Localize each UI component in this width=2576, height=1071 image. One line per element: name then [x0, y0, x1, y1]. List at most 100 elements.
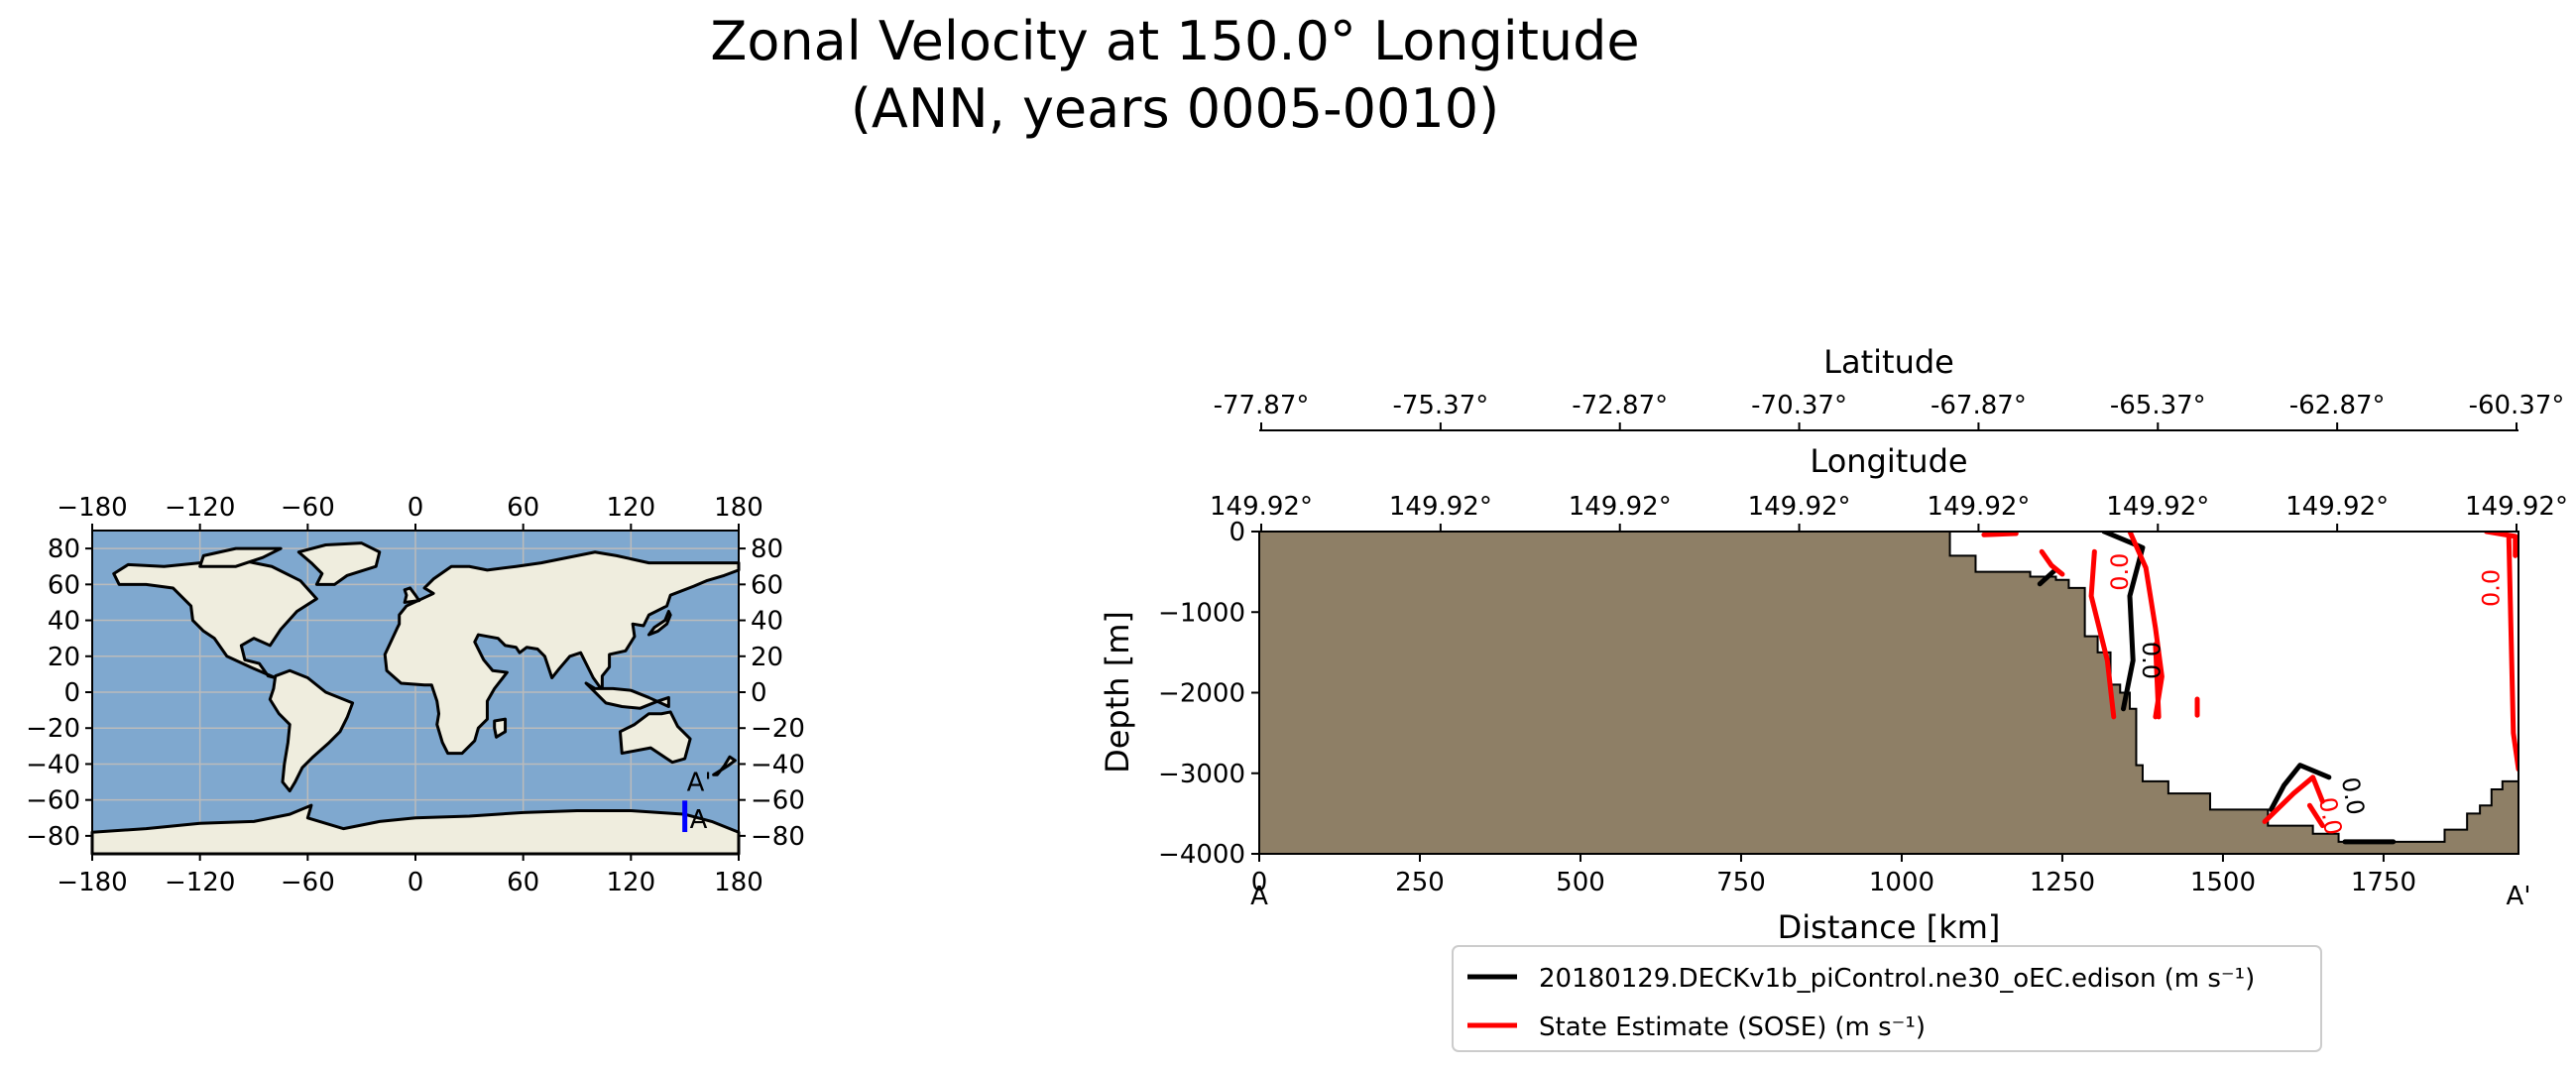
map-xtick-label-bottom: −120: [165, 868, 235, 897]
map-tick-labels: −180 −180 −120 −120 −60 −60 0 0 60 60 120 120 180 180…: [26, 493, 805, 897]
land-british-isles: [403, 586, 421, 604]
contour-model-zero: [2101, 532, 2146, 712]
map-xtick-label-top: −120: [165, 493, 235, 523]
legend-text-model: 20180129.DECKv1b_piControl.ne30_oEC.edis…: [1539, 964, 2157, 994]
map-ytick-label-left: −80: [26, 822, 80, 852]
contour-label: 0.0: [2313, 795, 2347, 837]
y-tick-label: −3000: [1158, 760, 1245, 789]
contour-obs-zero: [2506, 536, 2518, 773]
latitude-tick-label: -67.87°: [1931, 391, 2027, 420]
map-ytick-label-right: 20: [751, 643, 783, 672]
map-ytick-label-left: −20: [26, 714, 80, 744]
map-xtick-label-bottom: 120: [607, 868, 656, 897]
map-ytick-label-left: −60: [26, 786, 80, 816]
land-greenland: [296, 541, 382, 586]
longitude-tick-label: 149.92°: [1927, 492, 2030, 522]
figure-title-line1: Zonal Velocity at 150.0° Longitude: [710, 10, 1639, 72]
contour-model-zero: [2037, 566, 2058, 587]
map-ytick-label-right: −20: [751, 714, 805, 744]
map-ytick-label-right: 0: [751, 678, 767, 708]
map-ytick-label-left: 0: [63, 678, 80, 708]
latitude-tick-label: -75.37°: [1392, 391, 1488, 420]
land-indonesia: [584, 681, 670, 710]
transect-start-label: A: [690, 805, 708, 835]
x-axis-label: Distance [km]: [1778, 908, 2001, 946]
longitude-tick-label: 149.92°: [1389, 492, 1492, 522]
map-xtick-label-top: 120: [607, 493, 656, 523]
section-plot: 0.00.00.00.00.0 0 250 500 750 1000 1250 1500 17…: [1099, 343, 2568, 946]
contour-obs-zero: [2306, 802, 2325, 829]
longitude-axis-label: Longitude: [1810, 442, 1967, 480]
transect-end-label: A': [687, 768, 712, 797]
x-tick-label: 1500: [2190, 868, 2256, 897]
legend-box: [1452, 945, 2322, 1052]
contour-label: 0.0: [2106, 553, 2134, 591]
latitude-tick-label: -62.87°: [2289, 391, 2386, 420]
longitude-tick-label: 149.92°: [1569, 492, 1672, 522]
map-ytick-label-right: 40: [751, 607, 783, 637]
land-greenland-islands: [198, 546, 283, 568]
land-antarctica: [90, 803, 741, 856]
x-tick-label: 1000: [1869, 868, 1934, 897]
map-xtick-label-top: 0: [408, 493, 424, 523]
plot-axes: 0 250 500 750 1000 1250 1500 1750 0 −1000 −2000 −30…: [1158, 391, 2568, 897]
longitude-tick-label: 149.92°: [2285, 492, 2389, 522]
latitude-axis-label: Latitude: [1823, 343, 1954, 381]
map-ytick-label-right: 80: [751, 535, 783, 564]
x-tick-label: 0: [1251, 868, 1268, 897]
map-xtick-label-bottom: 180: [714, 868, 763, 897]
figure-title-line2: (ANN, years 0005-0010): [851, 77, 1499, 140]
x-tick-label: 250: [1395, 868, 1445, 897]
contour-obs-zero: [2153, 642, 2162, 720]
y-tick-label: −2000: [1158, 679, 1245, 709]
latitude-tick-label: -70.37°: [1751, 391, 1847, 420]
contour-lines: [1981, 532, 2518, 845]
longitude-tick-label: 149.92°: [2465, 492, 2568, 522]
y-tick-label: 0: [1229, 518, 1245, 547]
x-tick-label: 500: [1556, 868, 1605, 897]
land-new-zealand: [712, 755, 737, 776]
map-xtick-label-bottom: 60: [507, 868, 539, 897]
contour-labels: 0.00.00.00.00.0: [2106, 553, 2506, 838]
map-inset: A A' −180 −180 −120 −120 −60 −60 0 0 60 60 120 120 1…: [26, 493, 805, 897]
map-ytick-label-left: 40: [48, 607, 80, 637]
contour-obs-zero: [1981, 532, 2019, 537]
map-ytick-label-right: −80: [751, 822, 805, 852]
map-ytick-label-left: 20: [48, 643, 80, 672]
map-ytick-label-left: 60: [48, 570, 80, 600]
legend: 20180129.DECKv1b_piControl.ne30_oEC.edis…: [1452, 945, 2322, 1052]
legend-text-obs: State Estimate (SOSE): [1539, 1012, 1826, 1042]
map-xtick-label-bottom: −60: [281, 868, 335, 897]
contour-label: 0.0: [2478, 569, 2506, 607]
legend-label-obs: State Estimate (SOSE) (m s⁻¹): [1539, 1012, 1926, 1042]
land-japan-uk: [646, 610, 672, 637]
section-end-label: A': [2507, 882, 2531, 911]
latitude-tick-label: -77.87°: [1214, 391, 1310, 420]
legend-label-model: 20180129.DECKv1b_piControl.ne30_oEC.edis…: [1539, 964, 2255, 994]
map-land: [90, 541, 741, 856]
contour-obs-zero: [2262, 774, 2325, 824]
bathymetry-fill: [1259, 532, 2518, 854]
contour-obs-zero: [2088, 548, 2117, 720]
contour-label: 0.0: [2336, 775, 2370, 817]
legend-units-model: (m s⁻¹): [2165, 964, 2256, 994]
map-ytick-label-right: −40: [751, 750, 805, 779]
map-xtick-label-top: 60: [507, 493, 539, 523]
land-madagascar: [493, 717, 508, 739]
latitude-tick-label: -60.37°: [2469, 391, 2565, 420]
map-ytick-label-left: 80: [48, 535, 80, 564]
longitude-tick-label: 149.92°: [1748, 492, 1851, 522]
longitude-tick-label: 149.92°: [1210, 492, 1313, 522]
contour-label: 0.0: [2137, 642, 2165, 679]
map-xtick-label-top: −60: [281, 493, 335, 523]
map-xtick-label-bottom: −180: [57, 868, 127, 897]
land-africa-eurasia: [383, 550, 741, 756]
map-xtick-label-top: 180: [714, 493, 763, 523]
land-north-america: [112, 559, 318, 680]
map-ytick-label-right: 60: [751, 570, 783, 600]
contour-obs-zero: [2039, 548, 2065, 577]
contour-model-zero: [2269, 763, 2332, 812]
y-tick-label: −4000: [1158, 840, 1245, 870]
contour-obs-zero: [2484, 532, 2518, 558]
